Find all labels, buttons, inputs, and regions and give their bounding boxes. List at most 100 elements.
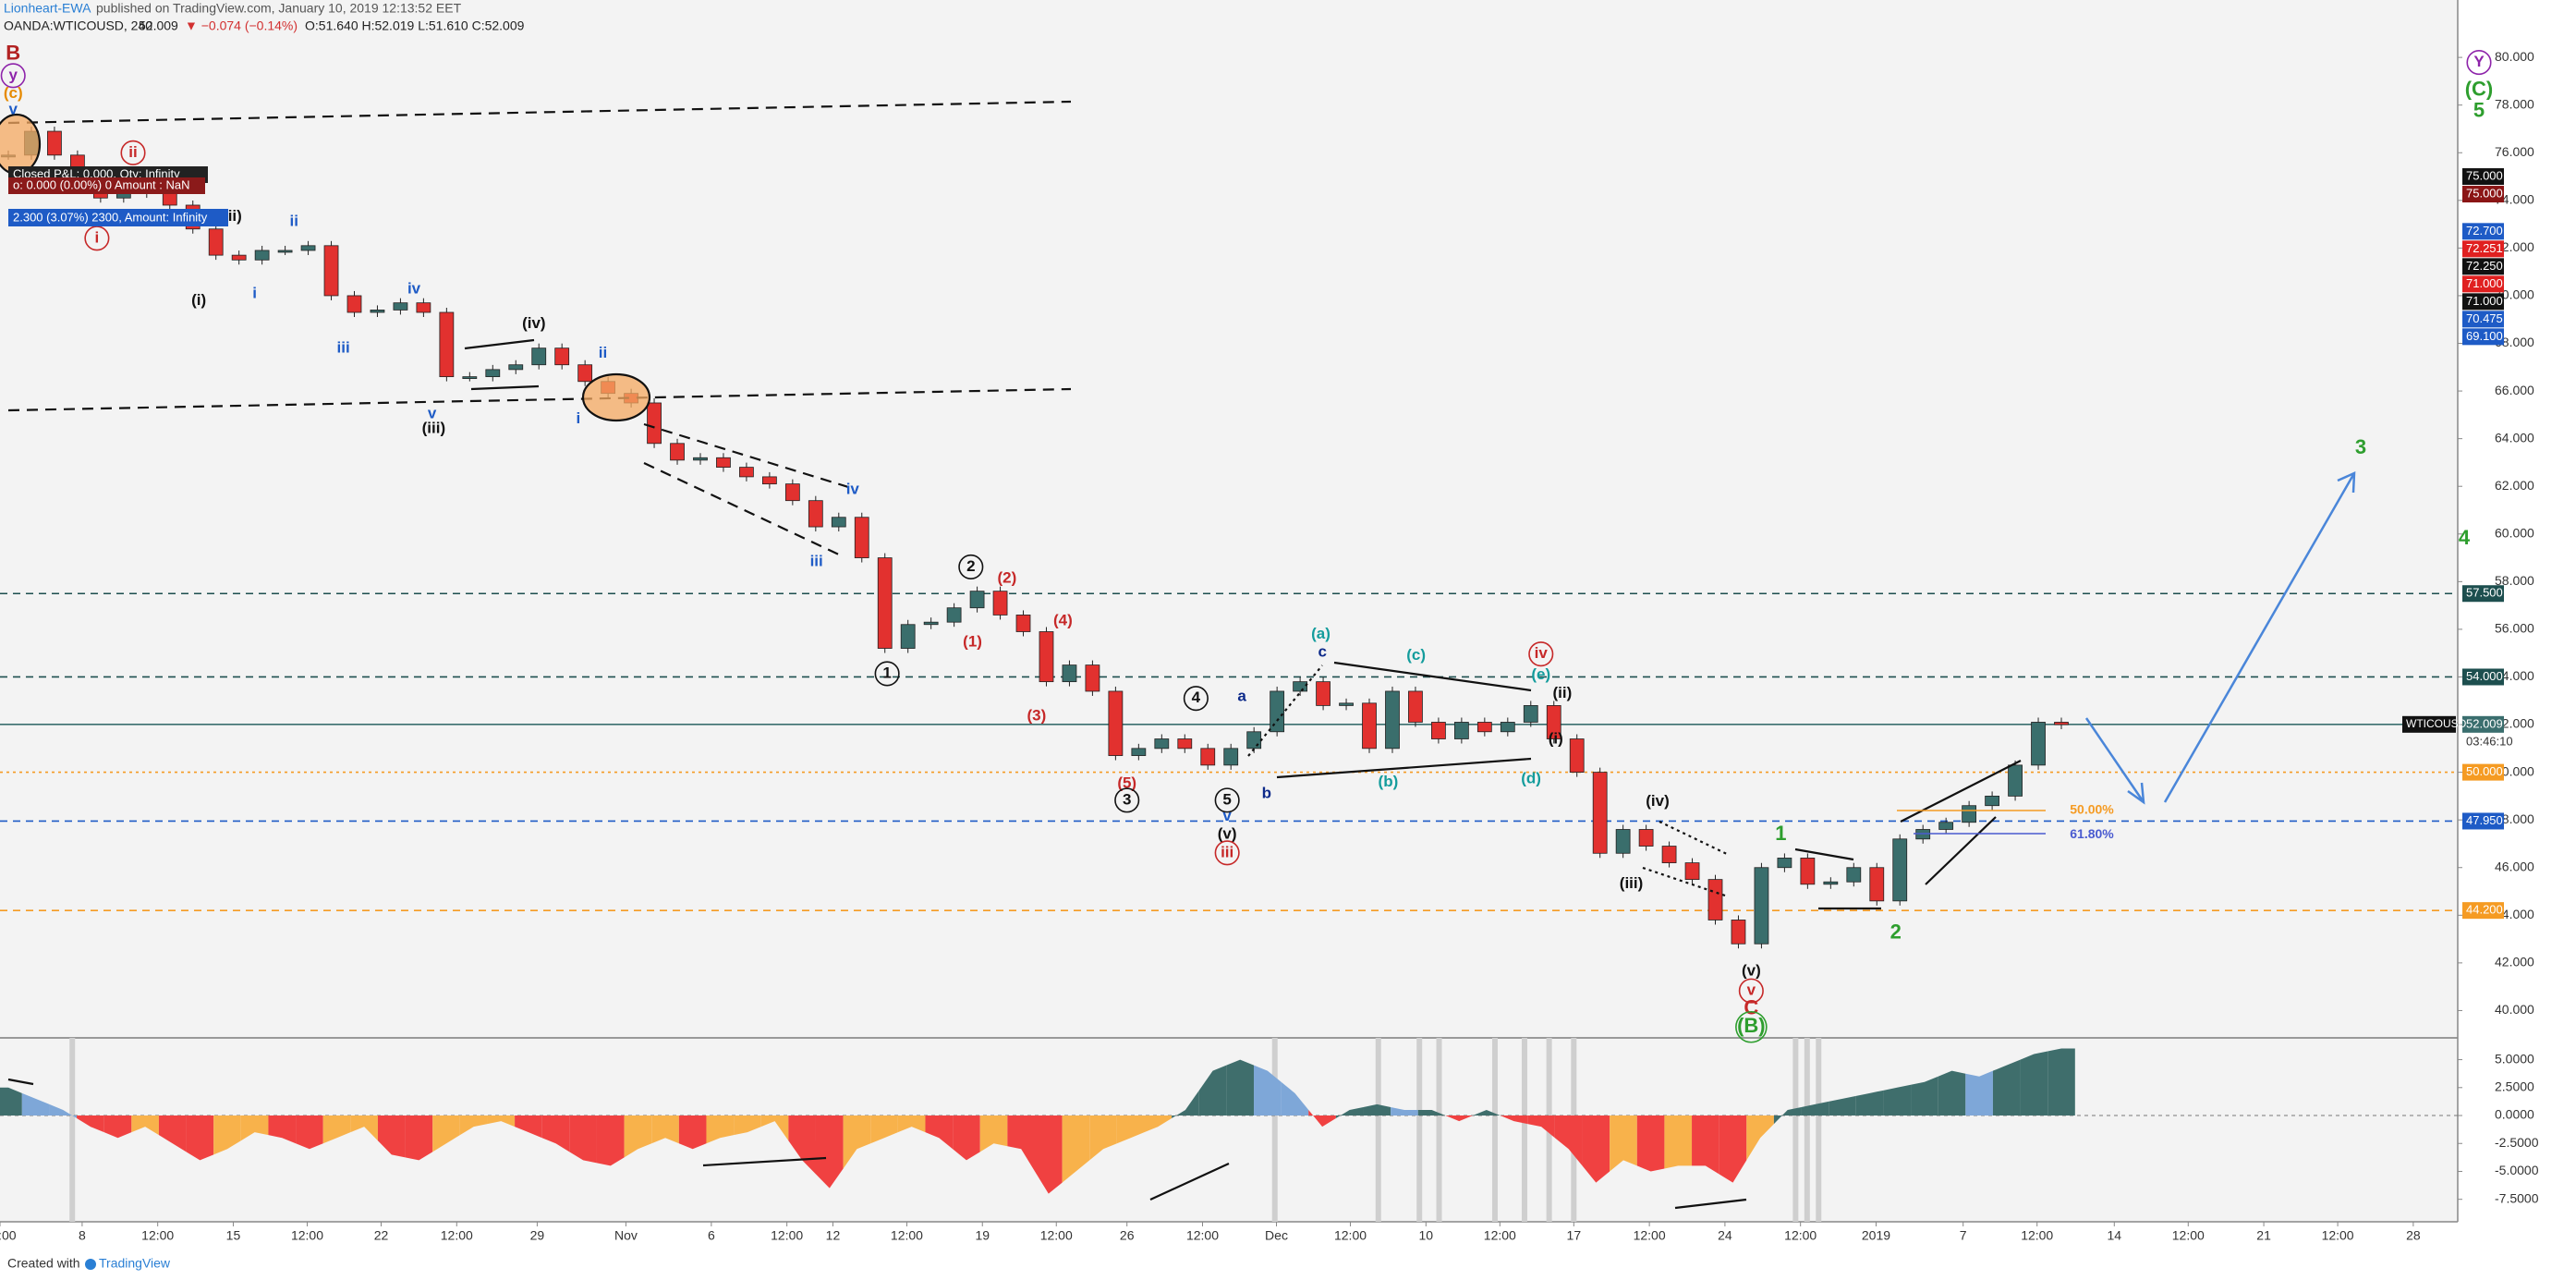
wave-label: iv (1535, 644, 1549, 662)
x-tick-label: 12:00 (771, 1228, 803, 1243)
y-tick-label: 80.000 (2495, 49, 2534, 64)
price-label: 70.475 (2466, 311, 2503, 325)
candle (1684, 862, 1700, 881)
oscillator-area (213, 1115, 241, 1155)
wave-label: (5) (1117, 774, 1136, 792)
osc-tick-label: -7.5000 (2495, 1190, 2539, 1205)
candle (346, 295, 362, 313)
oscillator-area (1965, 1070, 1993, 1116)
candle (508, 364, 524, 371)
oscillator-area (569, 1115, 597, 1164)
marks (0, 127, 2075, 1194)
wave-label: iv (407, 279, 421, 297)
oscillator-area (158, 1115, 187, 1152)
x-tick-label: 2019 (1862, 1228, 1890, 1243)
candle (946, 607, 962, 623)
wave-label: ii (290, 213, 298, 230)
oscillator-area (651, 1115, 679, 1144)
candle (1731, 920, 1746, 945)
highlight-bar (1375, 1038, 1381, 1222)
x-tick-label: 12:00 (1040, 1228, 1073, 1243)
candle (1408, 690, 1423, 723)
y-tick-label: 52.000 (2495, 716, 2534, 731)
candle (300, 245, 316, 251)
wave-label: i (252, 285, 257, 302)
annotation-circle (1738, 978, 1764, 1004)
price-label: 72.250 (2466, 259, 2503, 273)
price-label: 69.100 (2466, 329, 2503, 343)
candle (1039, 631, 1054, 683)
candle (2031, 722, 2046, 766)
position-tool: Closed P&L: 0.000, Qty: Infinity o: 0.00… (8, 166, 228, 226)
wave-label: 1 (882, 664, 891, 681)
candle (1431, 722, 1446, 739)
wave-label: iii (1221, 843, 1233, 860)
oscillator-area (1719, 1115, 1747, 1183)
oscillator-area (1527, 1115, 1555, 1139)
x-tick-label: 6 (708, 1228, 715, 1243)
dotted-line (1642, 866, 1726, 897)
trend-line (1276, 757, 1532, 779)
brand-logo (85, 1259, 96, 1270)
footer-brand[interactable]: TradingView (99, 1256, 171, 1271)
candle (439, 311, 455, 378)
x-tick-label: 8 (79, 1228, 86, 1243)
trend-line (1900, 760, 2022, 823)
position-label: 2.300 (3.07%) 2300, Amount: Infinity (13, 210, 208, 224)
candle (1638, 829, 1654, 847)
candle (1154, 738, 1170, 750)
oscillator-area (1335, 1106, 1364, 1119)
highlight-bar (1804, 1038, 1810, 1222)
channel-line (643, 422, 858, 492)
wave-label: ii (128, 143, 137, 161)
candle (1200, 748, 1216, 766)
candle (992, 591, 1008, 616)
candle (877, 557, 893, 649)
x-tick-label: 12:00 (441, 1228, 473, 1243)
candle (1985, 795, 1999, 807)
candle (462, 376, 478, 380)
y-tick-label: 76.000 (2495, 144, 2534, 159)
candle (1293, 681, 1308, 692)
wave-label: i (95, 228, 100, 246)
oscillator-area (1829, 1095, 1856, 1116)
oscillator-area (1116, 1115, 1145, 1144)
price-label: 71.000 (2466, 276, 2503, 290)
oscillator-area (1007, 1115, 1035, 1172)
oscillator-area (624, 1115, 652, 1158)
trend-line (1149, 1163, 1230, 1201)
oscillator-area (1773, 1106, 1802, 1125)
candle (1846, 867, 1862, 883)
candle (1500, 722, 1515, 733)
price-label: 71.000 (2466, 294, 2503, 308)
oscillator-area (678, 1115, 707, 1150)
candle (1569, 738, 1585, 774)
symbol-tag-label: WTICOUSD (2406, 717, 2467, 730)
candle (2008, 764, 2023, 797)
wave-label: (2) (998, 568, 1017, 586)
candle (1362, 702, 1377, 750)
x-tick-label: 28 (2406, 1228, 2421, 1243)
candle (1385, 690, 1400, 750)
oscillator-area (1473, 1109, 1501, 1116)
oscillator-area (1254, 1065, 1282, 1116)
x-tick-label: 12:00 (2172, 1228, 2205, 1243)
candle (1270, 690, 1285, 733)
oscillator-area (1582, 1115, 1610, 1183)
author[interactable]: Lionheart-EWA (4, 1, 91, 16)
wave-label: (iv) (1646, 792, 1670, 810)
oscillator-area (186, 1115, 214, 1161)
oscillator-area (1692, 1115, 1719, 1175)
wave-label: C (1744, 996, 1758, 1019)
y-tick-label: 46.000 (2495, 859, 2534, 873)
trend-line (1333, 661, 1532, 692)
oscillator-area (432, 1115, 460, 1152)
x-tick-label: 12:00 (2021, 1228, 2053, 1243)
x-tick-label: 29 (530, 1228, 545, 1243)
wave-label: 4 (1192, 689, 1201, 706)
annotation-circle (958, 554, 984, 579)
annotation-circle (1528, 641, 1554, 667)
oscillator-area (1992, 1059, 2021, 1116)
trend-line (1794, 847, 1854, 861)
price-label-box (2462, 186, 2504, 203)
